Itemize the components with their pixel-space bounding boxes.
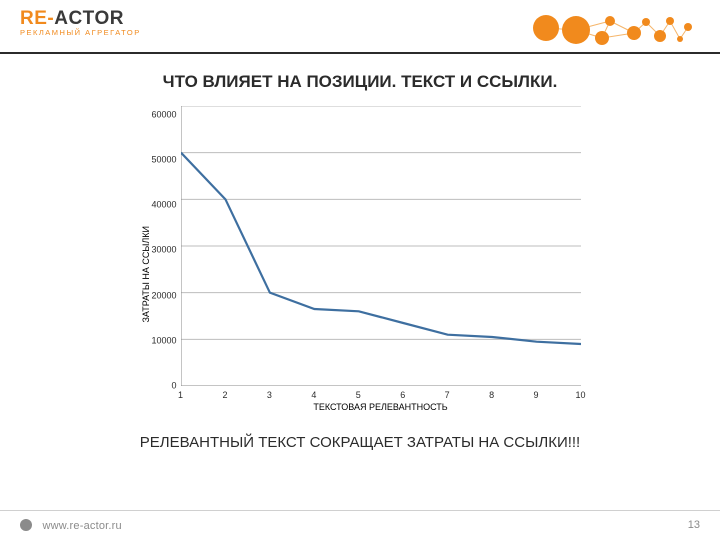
header-rule [0, 52, 720, 54]
header-ornament [530, 0, 700, 54]
dot-network-icon [530, 0, 700, 54]
footer-rule [0, 510, 720, 511]
x-axis-label: ТЕКСТОВАЯ РЕЛЕВАНТНОСТЬ [181, 400, 581, 412]
y-tick: 40000 [151, 201, 176, 210]
header: RE-ACTOR РЕКЛАМНЫЙ АГРЕГАТОР [0, 0, 720, 54]
y-tick: 30000 [151, 246, 176, 255]
y-ticks: 6000050000400003000020000100000 [151, 106, 180, 386]
chart: ЗАТРАТЫ НА ССЫЛКИ 60000 50000 40000 30000 20… [30, 106, 690, 412]
plot-area [181, 106, 581, 386]
y-axis-label: ЗАТРАТЫ НА ССЫЛКИ [139, 196, 151, 323]
logo-prefix: RE- [20, 8, 54, 29]
y-tick: 10000 [151, 336, 176, 345]
slide: { "colors": { "brand_orange": "#f18a1d",… [0, 0, 720, 540]
page-number: 13 [688, 519, 700, 531]
y-tick: 0 [172, 381, 177, 390]
y-tick: 50000 [151, 156, 176, 165]
footer-url: www.re-actor.ru [42, 520, 121, 532]
footer: www.re-actor.ru 13 [0, 510, 720, 540]
logo-suffix: ACTOR [54, 8, 124, 29]
chart-frame: ЗАТРАТЫ НА ССЫЛКИ 60000 50000 40000 30000 20… [139, 106, 580, 412]
slide-title: ЧТО ВЛИЯЕТ НА ПОЗИЦИИ. ТЕКСТ И ССЫЛКИ. [30, 72, 690, 92]
y-tick: 60000 [151, 111, 176, 120]
footer-left: www.re-actor.ru [20, 516, 122, 534]
globe-icon [20, 519, 32, 531]
x-ticks: 12345678910 [181, 386, 581, 400]
content: ЧТО ВЛИЯЕТ НА ПОЗИЦИИ. ТЕКСТ И ССЫЛКИ. З… [0, 54, 720, 451]
chart-svg [181, 106, 581, 386]
y-tick: 20000 [151, 291, 176, 300]
conclusion-text: РЕЛЕВАНТНЫЙ ТЕКСТ СОКРАЩАЕТ ЗАТРАТЫ НА С… [30, 434, 690, 451]
